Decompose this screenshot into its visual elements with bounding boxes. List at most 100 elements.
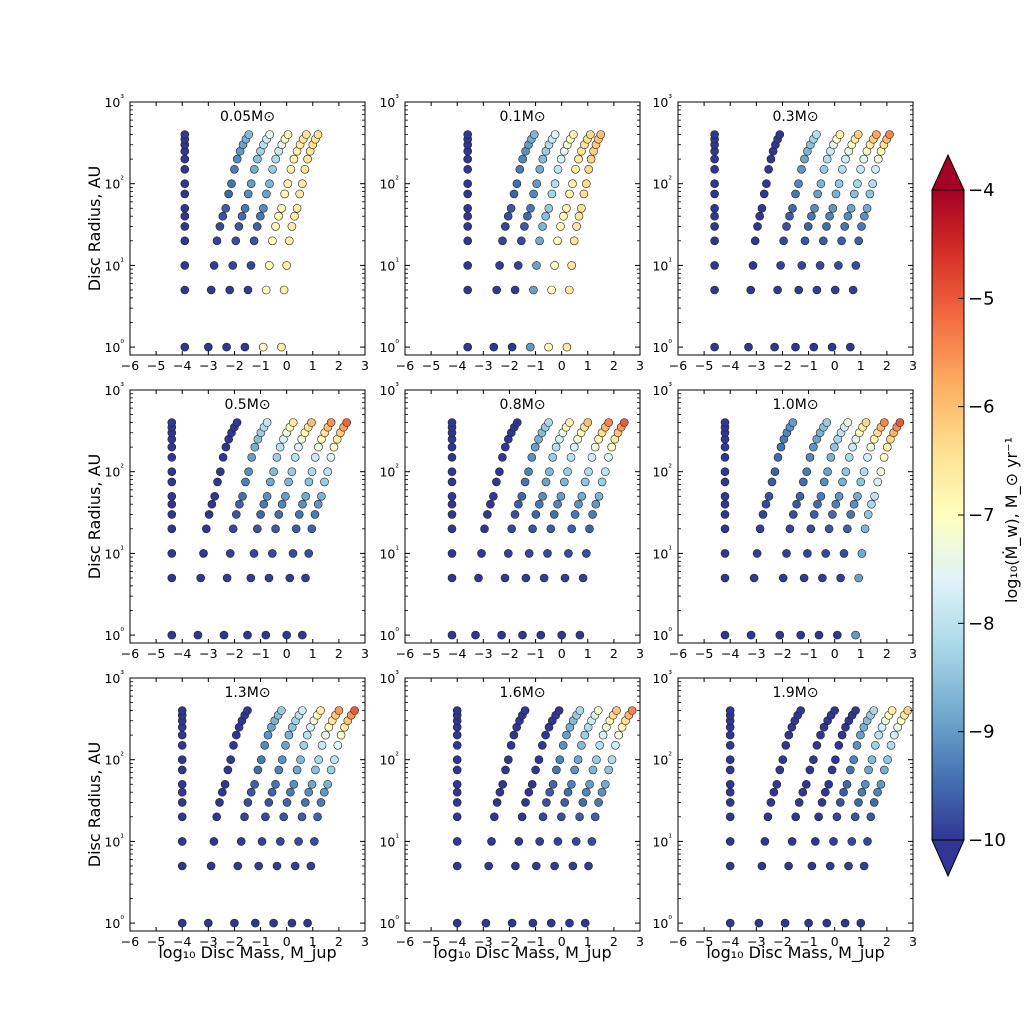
data-point — [463, 179, 473, 188]
data-point — [326, 452, 336, 462]
data-point — [238, 491, 247, 501]
data-point — [177, 798, 187, 807]
data-point — [607, 442, 617, 452]
data-point — [569, 442, 579, 452]
data-point — [710, 154, 719, 164]
axes-frame — [677, 101, 914, 356]
data-point — [794, 179, 803, 188]
data-point — [720, 442, 730, 452]
data-point — [611, 740, 620, 750]
x-tick-label: 0 — [283, 358, 291, 373]
data-point — [845, 765, 855, 775]
data-point — [755, 524, 765, 534]
data-point — [564, 549, 573, 558]
x-tick-label: 2 — [883, 358, 891, 373]
data-point — [568, 861, 578, 871]
data-point — [447, 442, 457, 452]
data-point — [480, 524, 489, 534]
data-point — [559, 477, 569, 487]
data-point — [452, 706, 462, 715]
data-point — [284, 730, 294, 740]
data-point — [518, 630, 527, 640]
data-point — [862, 204, 872, 213]
x-tick-label: −4 — [448, 934, 466, 949]
data-point — [316, 798, 326, 807]
x-tick-label: −5 — [422, 934, 440, 949]
x-tick-label: −4 — [173, 358, 191, 373]
data-point — [594, 798, 603, 807]
data-point — [167, 491, 177, 501]
data-point — [581, 179, 591, 188]
axes-frame — [404, 101, 641, 356]
data-point — [581, 549, 591, 558]
data-point — [831, 499, 841, 509]
x-tick-label: 3 — [909, 646, 917, 661]
y-tick-label: 10⁰ — [379, 915, 399, 931]
data-point — [541, 477, 551, 487]
data-point — [259, 204, 268, 213]
x-axis-label: log₁₀ Disc Mass, M_jup — [433, 943, 611, 963]
data-point — [303, 154, 312, 164]
data-point — [250, 779, 259, 789]
y-tick-label: 10¹ — [104, 257, 124, 273]
data-point — [264, 573, 274, 583]
data-point — [813, 189, 823, 199]
data-point — [272, 861, 282, 871]
x-tick-label: −3 — [747, 358, 765, 373]
data-point — [541, 211, 551, 221]
data-point — [795, 491, 805, 501]
data-point — [791, 812, 801, 822]
data-point — [518, 154, 528, 164]
data-point — [873, 787, 882, 797]
data-point — [495, 467, 504, 477]
y-axis-label: Disc Radius, AU — [85, 166, 104, 291]
data-point — [580, 918, 590, 928]
data-point — [503, 755, 513, 765]
data-point — [531, 510, 541, 519]
data-point — [521, 798, 530, 807]
data-point — [563, 787, 573, 797]
y-tick-label: 10² — [104, 464, 124, 480]
data-point — [310, 510, 320, 519]
data-point — [282, 261, 292, 270]
data-point — [228, 524, 238, 534]
data-point — [520, 222, 529, 231]
data-point — [220, 779, 230, 789]
data-point — [253, 765, 263, 775]
y-tick-label: 10² — [652, 464, 672, 480]
data-point — [507, 918, 517, 928]
data-point — [710, 179, 719, 188]
data-point — [233, 861, 243, 871]
data-point — [800, 236, 810, 246]
x-tick-label: −4 — [448, 646, 466, 661]
data-point — [262, 491, 272, 501]
data-point — [744, 342, 753, 352]
x-tick-label: −4 — [173, 934, 191, 949]
data-point — [301, 491, 311, 501]
data-point — [856, 165, 865, 174]
data-point — [788, 204, 797, 213]
data-point — [230, 918, 239, 928]
data-point — [792, 499, 801, 509]
data-point — [288, 549, 298, 558]
x-tick-label: −4 — [721, 646, 739, 661]
y-tick-label: 10³ — [104, 670, 124, 686]
data-point — [269, 467, 278, 477]
y-tick-label: 10³ — [379, 670, 399, 686]
data-point — [320, 477, 329, 487]
data-point — [206, 861, 216, 871]
data-point — [232, 730, 241, 740]
data-point — [600, 467, 610, 477]
data-point — [447, 630, 457, 640]
data-point — [243, 285, 253, 295]
data-point — [710, 222, 719, 231]
data-point — [720, 491, 730, 501]
data-point — [204, 918, 213, 928]
data-point — [604, 418, 614, 427]
data-point — [596, 130, 606, 139]
data-point — [588, 765, 598, 775]
data-point — [822, 154, 832, 164]
data-point — [863, 452, 872, 462]
x-tick-label: −4 — [721, 934, 739, 949]
data-point — [553, 236, 562, 246]
